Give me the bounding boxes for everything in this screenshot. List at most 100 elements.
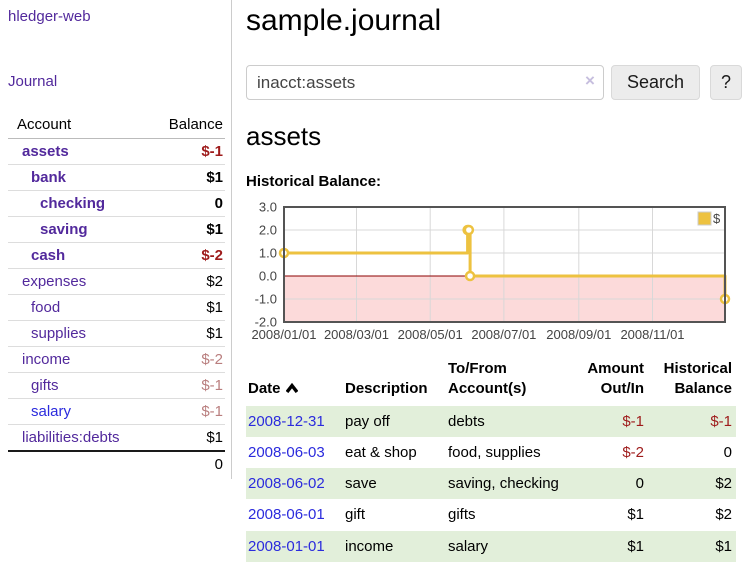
sort-ascending-icon <box>285 379 298 399</box>
chart-container: 2008/01/01 2008/03/01 2008/05/01 2008/07/01… <box>246 200 742 344</box>
register-table: Date Description To/From Account(s) Amou… <box>246 357 736 562</box>
transaction-accounts: gifts <box>448 506 476 524</box>
transaction-description: pay off <box>345 412 390 430</box>
transaction-row: 2008-12-31 pay off debts $-1 $-1 <box>246 405 736 437</box>
svg-text:1.0: 1.0 <box>259 246 277 261</box>
svg-text:2.0: 2.0 <box>259 223 277 238</box>
register-header-accounts: To/From Account(s) <box>448 360 527 398</box>
account-balance: $1 <box>151 320 225 347</box>
account-row: checking 0 <box>8 190 225 217</box>
account-balance: $2 <box>151 268 225 295</box>
register-header-amount: Amount Out/In <box>587 360 644 398</box>
account-link[interactable]: cash <box>31 247 66 264</box>
account-row: salary $-1 <box>8 398 225 425</box>
transaction-row: 2008-06-03 eat & shop food, supplies $-2 0 <box>246 437 736 468</box>
account-page-title: assets <box>246 121 322 151</box>
account-row: saving $1 <box>8 216 225 243</box>
accounts-total-value: 0 <box>151 450 225 477</box>
svg-text:0.0: 0.0 <box>259 269 277 284</box>
transaction-accounts: saving, checking <box>448 475 559 492</box>
transaction-description: save <box>345 475 377 492</box>
account-link[interactable]: saving <box>40 221 88 238</box>
search-button[interactable]: Search <box>610 65 700 100</box>
account-cell: saving <box>8 216 152 243</box>
account-cell: cash <box>8 242 152 269</box>
clear-search-icon[interactable]: × <box>585 71 595 90</box>
svg-text:2008/11/01: 2008/11/01 <box>620 327 684 342</box>
svg-text:-2.0: -2.0 <box>255 315 277 330</box>
help-button[interactable]: ? <box>709 65 742 100</box>
register-header-date[interactable]: Date <box>246 357 343 406</box>
svg-text:2008/07/01: 2008/07/01 <box>471 327 536 342</box>
app-window: hledger-web Journal Account Balance asse… <box>0 0 742 562</box>
account-link[interactable]: bank <box>31 169 67 186</box>
account-balance: 0 <box>151 190 225 217</box>
transaction-accounts: salary <box>448 537 489 555</box>
accounts-header-balance: Balance <box>151 112 225 139</box>
account-row: expenses $2 <box>8 268 225 295</box>
account-link[interactable]: gifts <box>31 377 59 394</box>
account-cell: salary <box>8 398 152 425</box>
accounts-total-spacer <box>8 450 152 477</box>
transaction-accounts: debts <box>448 412 485 430</box>
account-link[interactable]: expenses <box>22 273 87 290</box>
account-row: liabilities:debts $1 <box>8 425 225 452</box>
transaction-date-link[interactable]: 2008-12-31 <box>248 412 325 430</box>
historical-balance-chart[interactable]: 2008/01/01 2008/03/01 2008/05/01 2008/07/01… <box>246 200 734 344</box>
register-header-balance: Historical Balance <box>663 360 732 398</box>
account-cell: supplies <box>8 320 152 347</box>
account-cell: income <box>8 346 152 373</box>
transaction-date-link[interactable]: 2008-06-01 <box>248 506 325 524</box>
transaction-description: eat & shop <box>345 443 417 461</box>
transaction-description: gift <box>345 506 366 524</box>
account-balance: $1 <box>151 164 225 191</box>
account-row: cash $-2 <box>8 242 225 269</box>
transaction-date-cell: 2008-12-31 <box>246 406 343 437</box>
svg-text:2008/03/01: 2008/03/01 <box>324 327 389 342</box>
account-link[interactable]: supplies <box>31 325 87 342</box>
search-input[interactable] <box>246 65 604 100</box>
transaction-description: income <box>345 537 394 555</box>
transaction-amount: $1 <box>627 506 644 524</box>
account-row: assets $-1 <box>8 138 225 165</box>
transaction-date-link[interactable]: 2008-06-02 <box>248 475 325 492</box>
account-cell: liabilities:debts <box>8 425 151 452</box>
transaction-row: 2008-06-01 gift gifts $1 $2 <box>246 499 736 530</box>
account-cell: assets <box>8 138 152 165</box>
transaction-date-link[interactable]: 2008-06-03 <box>248 443 325 461</box>
account-row: gifts $-1 <box>8 372 225 399</box>
transaction-date-cell: 2008-06-01 <box>246 499 343 530</box>
account-cell: food <box>8 294 152 321</box>
account-balance: $-2 <box>151 242 225 269</box>
account-balance: $-1 <box>151 398 225 425</box>
date-header-label: Date <box>248 380 281 398</box>
transaction-date-cell: 2008-06-03 <box>246 437 343 468</box>
journal-title: sample.journal <box>246 4 442 37</box>
account-balance: $-1 <box>151 372 225 399</box>
account-row: income $-2 <box>8 346 225 373</box>
account-cell: bank <box>8 164 152 191</box>
account-link[interactable]: liabilities:debts <box>22 429 120 446</box>
account-cell: expenses <box>8 268 152 295</box>
app-brand-link[interactable]: hledger-web <box>8 8 91 25</box>
account-link[interactable]: checking <box>40 195 106 212</box>
chart-title: Historical Balance: <box>246 173 382 190</box>
transaction-date-link[interactable]: 2008-01-01 <box>248 537 325 555</box>
sidebar-nav: Journal <box>8 73 225 91</box>
account-link[interactable]: salary <box>31 403 72 420</box>
account-link[interactable]: assets <box>22 143 69 160</box>
account-link[interactable]: food <box>31 299 61 316</box>
register-header-row: Date Description To/From Account(s) Amou… <box>246 357 736 406</box>
account-link[interactable]: income <box>22 351 71 368</box>
transaction-accounts: food, supplies <box>448 443 541 461</box>
transaction-balance: $2 <box>715 475 732 492</box>
search-form: × Search ? <box>246 65 742 100</box>
sidebar-item-journal[interactable]: Journal <box>8 73 58 90</box>
transaction-balance: $2 <box>715 506 732 524</box>
register-header-description: Description <box>345 380 428 398</box>
sidebar: hledger-web Journal Account Balance asse… <box>0 0 232 479</box>
accounts-balance-table: Account Balance assets $-1 bank $1 checking 0… <box>8 112 225 477</box>
svg-text:2008/05/01: 2008/05/01 <box>398 327 463 342</box>
accounts-total-row: 0 <box>8 450 225 477</box>
transaction-row: 2008-06-02 save saving, checking 0 $2 <box>246 468 736 500</box>
